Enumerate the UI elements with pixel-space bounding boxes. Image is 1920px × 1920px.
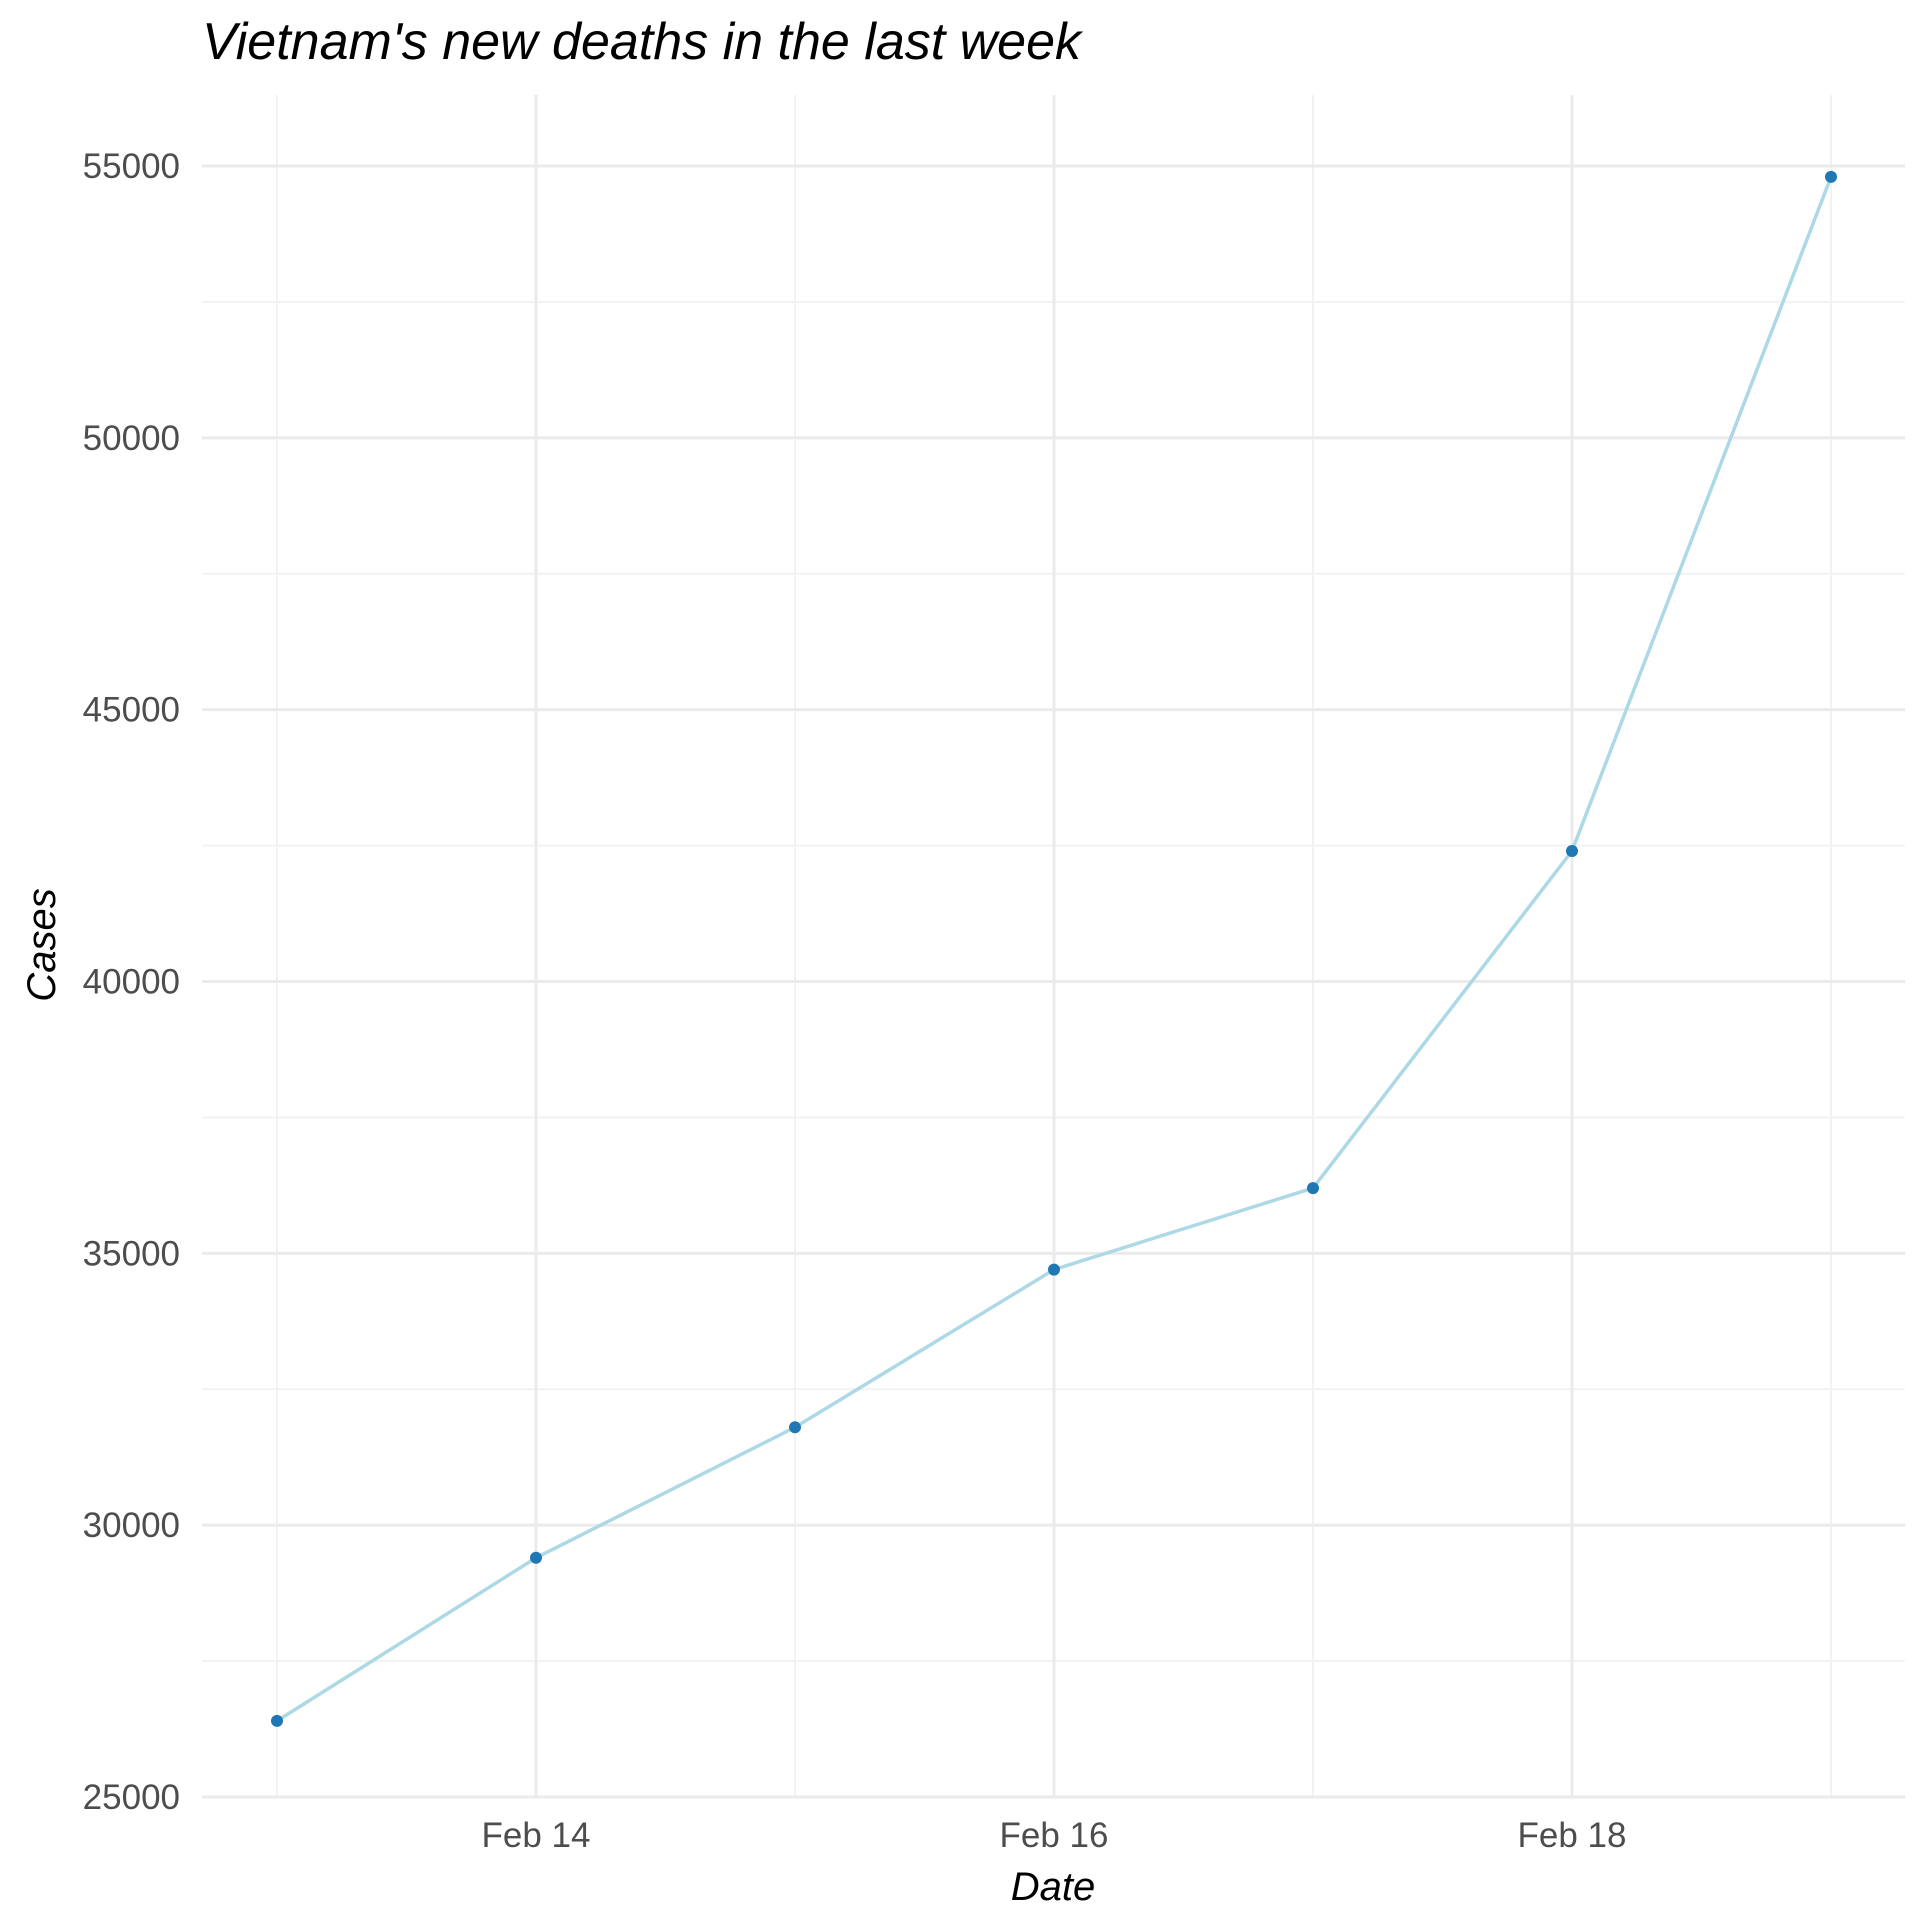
y-tick-label: 50000 [83, 419, 180, 458]
x-axis-title: Date [1011, 1865, 1096, 1909]
data-point [1825, 170, 1837, 183]
y-axis-title: Cases [20, 888, 64, 1001]
y-tick-label: 30000 [83, 1506, 180, 1545]
data-point [1307, 1182, 1319, 1195]
y-tick-label: 40000 [83, 963, 180, 1002]
x-tick-label: Feb 16 [1000, 1816, 1109, 1855]
x-tick-label: Feb 18 [1518, 1816, 1627, 1855]
series-layer [271, 170, 1837, 1727]
grid-layer [202, 95, 1905, 1799]
data-point [1048, 1263, 1060, 1276]
x-tick-label: Feb 14 [482, 1816, 591, 1855]
y-tick-label: 25000 [83, 1778, 180, 1817]
data-point [789, 1421, 801, 1434]
y-tick-label: 45000 [83, 691, 180, 730]
y-tick-label: 55000 [83, 147, 180, 186]
data-point [1566, 845, 1578, 858]
y-tick-label: 35000 [83, 1234, 180, 1273]
axis-layer: 25000 30000 35000 40000 45000 50000 55000 Feb 1… [83, 147, 1627, 1855]
data-point [271, 1714, 283, 1727]
chart-title: Vietnam's new deaths in the last week [202, 13, 1082, 71]
data-point [530, 1551, 542, 1564]
